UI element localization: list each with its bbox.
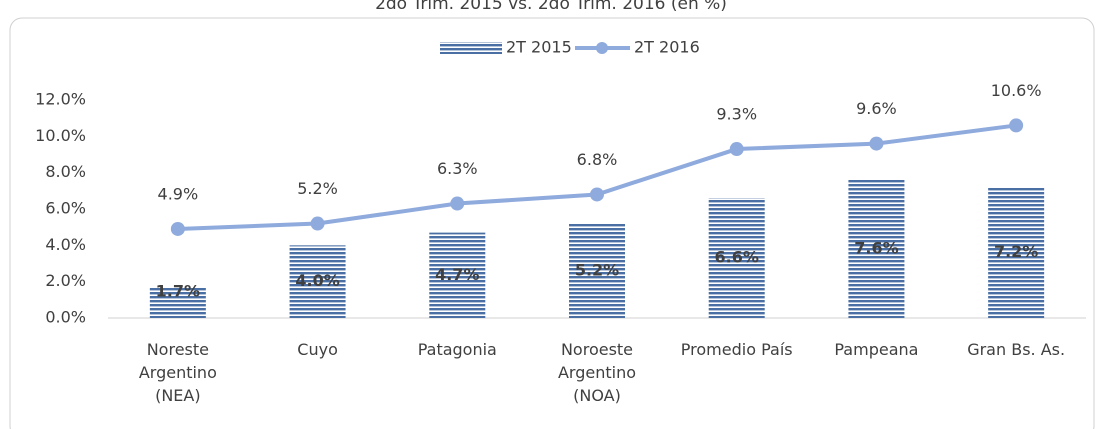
line-point [170, 221, 185, 236]
bar [708, 198, 765, 318]
line-point [450, 196, 465, 211]
x-tick-label: Gran Bs. As. [967, 340, 1065, 359]
x-tick-label: Noroeste Argentino (NOA) [558, 340, 636, 405]
line-point [1009, 118, 1024, 133]
chart-frame [9, 17, 1095, 429]
bar-value-label: 7.6% [854, 238, 898, 257]
line-value-label: 4.9% [158, 184, 199, 203]
line-point [590, 187, 604, 202]
bar [988, 187, 1045, 318]
line-value-label: 6.3% [437, 159, 478, 178]
y-tick-label: 6.0% [45, 199, 86, 218]
x-tick-label: Patagonia [418, 340, 497, 359]
line-value-label: 10.6% [991, 81, 1042, 100]
bar [429, 232, 486, 318]
x-tick-label: Cuyo [297, 340, 338, 359]
x-tick-label: Promedio País [681, 340, 793, 359]
legend-swatch [440, 42, 502, 54]
bar-value-label: 5.2% [575, 260, 619, 279]
legend-label: 2T 2015 [506, 38, 572, 57]
bar [289, 245, 346, 318]
bar [848, 179, 905, 318]
y-tick-label: 0.0% [45, 308, 86, 327]
line-value-label: 6.8% [577, 150, 618, 169]
bar [569, 223, 625, 318]
bar-value-label: 1.7% [156, 282, 200, 301]
line-point [729, 142, 744, 157]
y-tick-label: 2.0% [45, 271, 86, 290]
legend-swatch [596, 42, 608, 54]
y-tick-label: 4.0% [45, 235, 86, 254]
legend-label: 2T 2016 [634, 38, 700, 57]
y-tick-label: 10.0% [35, 126, 86, 145]
line-point [310, 216, 325, 231]
bar-value-label: 6.6% [715, 248, 759, 267]
chart-title: 2do Trim. 2015 vs. 2do Trim. 2016 (en %) [375, 0, 727, 14]
y-tick-label: 12.0% [35, 90, 86, 109]
x-tick-label: Noreste Argentino (NEA) [139, 340, 217, 405]
line-point [869, 136, 884, 151]
x-tick-label: Pampeana [834, 340, 918, 359]
bar-value-label: 4.7% [435, 265, 479, 284]
line-value-label: 9.6% [856, 99, 897, 118]
y-tick-label: 8.0% [45, 162, 86, 181]
bar-value-label: 7.2% [994, 242, 1038, 261]
bar [149, 287, 206, 318]
line-value-label: 5.2% [297, 179, 338, 198]
bar-value-label: 4.0% [295, 271, 339, 290]
line-value-label: 9.3% [716, 105, 757, 124]
